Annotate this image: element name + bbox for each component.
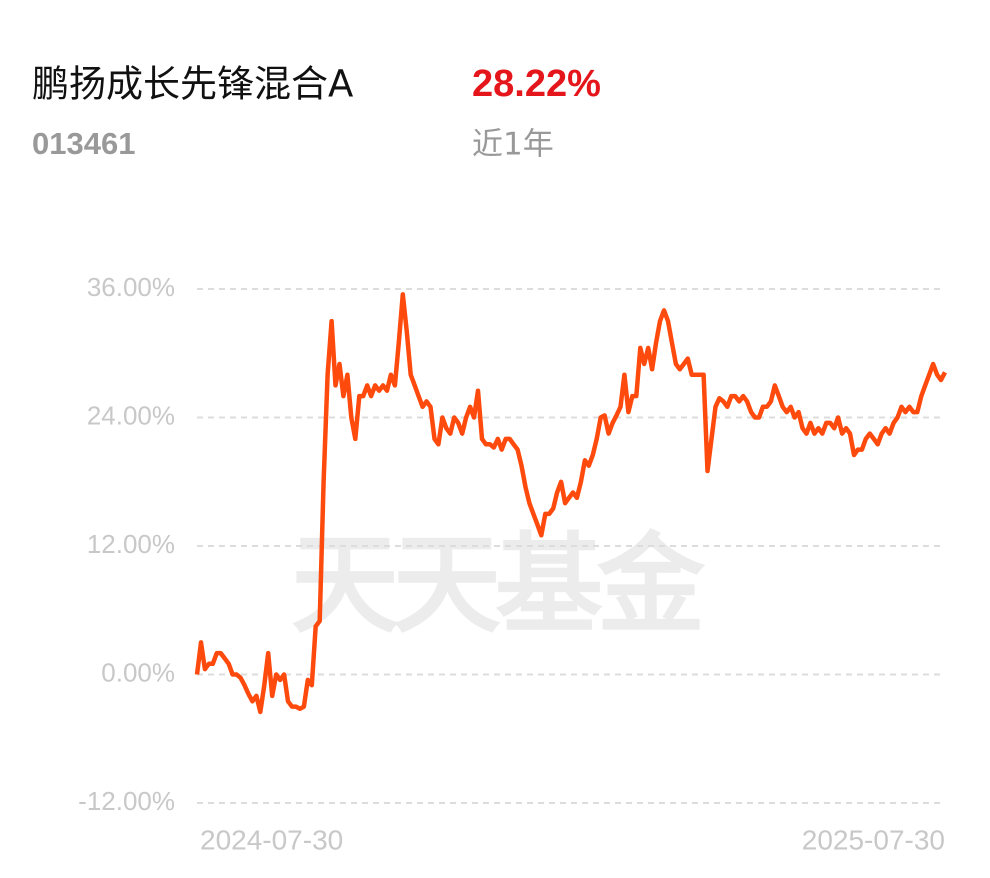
- y-tick-label: 12.00%: [87, 529, 175, 559]
- watermark: 天天基金: [291, 523, 706, 648]
- x-tick-label: 2025-07-30: [802, 824, 945, 855]
- return-value: 28.22%: [472, 63, 601, 105]
- y-tick-label: 24.00%: [87, 400, 175, 430]
- y-tick-label: 0.00%: [101, 657, 175, 687]
- fund-code: 013461: [32, 126, 135, 161]
- series-line: [194, 292, 947, 715]
- y-tick-label: 36.00%: [87, 272, 175, 302]
- x-tick-label: 2024-07-30: [200, 824, 343, 855]
- period: 近1年: [472, 127, 554, 163]
- fund-name: 鹏扬成长先锋混合A: [32, 63, 353, 106]
- y-tick-label: -12.00%: [78, 786, 175, 816]
